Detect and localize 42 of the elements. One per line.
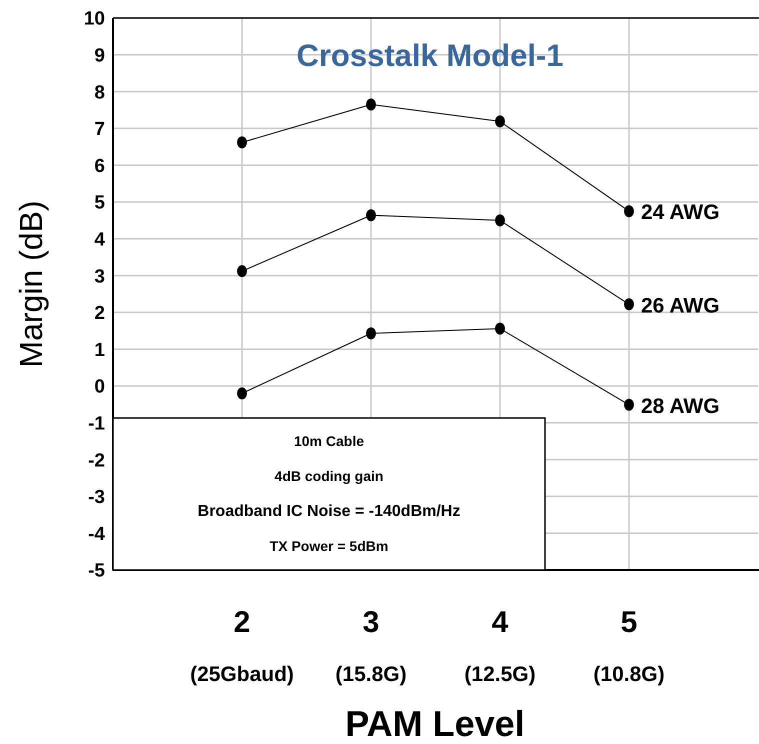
y-tick-label: 5 bbox=[94, 192, 106, 214]
x-tick-label: 2 (25Gbaud) bbox=[190, 606, 294, 686]
point bbox=[237, 136, 247, 148]
point bbox=[237, 265, 247, 278]
x-tick-label: 4 (12.5G) bbox=[464, 606, 536, 686]
y-tick-label: 10 bbox=[84, 8, 105, 30]
annotation: 10m Cable bbox=[294, 433, 364, 449]
y-tick-label: 2 bbox=[94, 303, 105, 324]
point bbox=[495, 322, 505, 335]
point bbox=[624, 398, 634, 411]
y-tick-label: 0 bbox=[94, 376, 105, 398]
y-tick-label: 6 bbox=[94, 156, 105, 177]
x-tick-label: 5 (10.8G) bbox=[593, 606, 665, 686]
y-tick-label: -1 bbox=[88, 413, 106, 434]
y-tick-label: 9 bbox=[94, 45, 105, 66]
annotation: 4dB coding gain bbox=[274, 468, 384, 484]
y-tick-label: -4 bbox=[88, 524, 106, 545]
point bbox=[237, 387, 247, 400]
point bbox=[624, 298, 634, 310]
y-tick-label: 7 bbox=[94, 119, 105, 140]
point bbox=[366, 209, 376, 222]
y-axis-title: Margin (dB) bbox=[13, 200, 49, 368]
y-tick-label: -3 bbox=[88, 487, 105, 508]
point bbox=[495, 214, 505, 226]
y-tick-label: 1 bbox=[94, 340, 106, 361]
y-tick-label: 8 bbox=[94, 82, 105, 104]
y-tick-label: 3 bbox=[94, 266, 105, 288]
y-tick-label: 4 bbox=[94, 229, 106, 250]
point bbox=[366, 327, 376, 340]
series-label: 26 AWG bbox=[641, 294, 720, 318]
annotation: TX Power = 5dBm bbox=[270, 538, 388, 554]
x-axis-title: PAM Level bbox=[345, 703, 525, 744]
series-label: 24 AWG bbox=[641, 201, 720, 224]
point bbox=[624, 205, 634, 218]
text: Crosstalk Model-1 bbox=[296, 38, 564, 73]
x-tick-label: 3 (15.8G) bbox=[335, 606, 407, 686]
annotation: Broadband IC Noise = -140dBm/Hz bbox=[198, 503, 460, 520]
y-tick-label: -5 bbox=[88, 560, 106, 582]
point bbox=[495, 115, 505, 128]
y-tick-label: -2 bbox=[88, 450, 105, 472]
series-label: 28 AWG bbox=[641, 394, 720, 418]
point bbox=[366, 98, 376, 110]
